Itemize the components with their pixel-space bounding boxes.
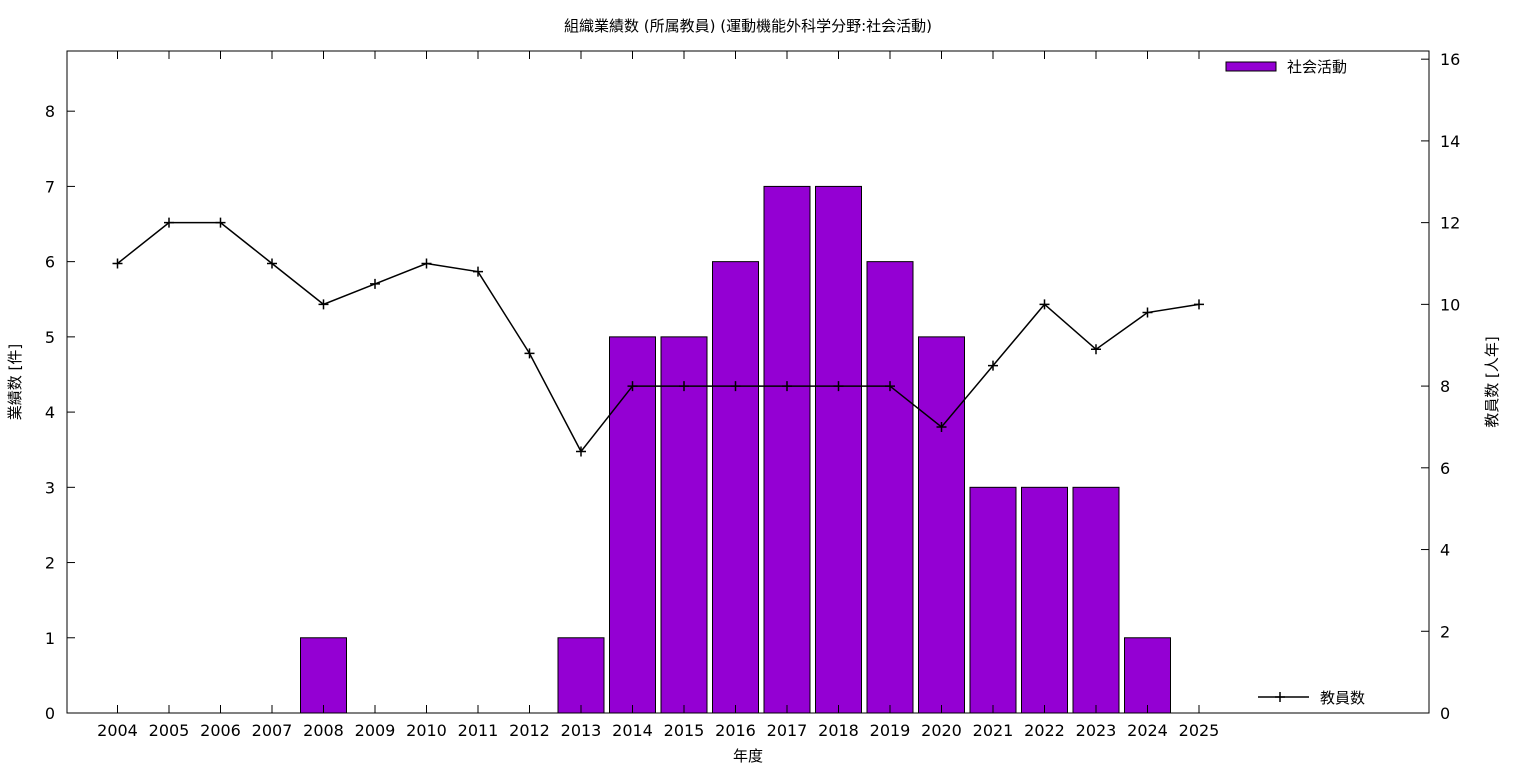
line-point-2006 [215,217,226,228]
bar-2024 [1124,637,1171,714]
x-tick-label-2007: 2007 [252,721,293,740]
line-point-2021 [988,360,998,371]
legend-bar-swatch [1225,61,1277,72]
y-axis-right: 0 2 4 6 8 10 12 14 16 [1421,50,1460,723]
bar-2019 [866,261,914,714]
y2-tick-label-10: 10 [1440,295,1460,314]
x-tick-label-2021: 2021 [973,721,1014,740]
bar-2015 [660,336,708,714]
y-axis-left: 0 1 2 3 4 5 6 7 8 [45,102,75,723]
y-tick-label-3: 3 [45,478,55,497]
line-point-2014 [627,381,638,392]
plot-frame [66,50,1430,714]
line-point-2016 [730,381,741,392]
x-tick-label-2005: 2005 [149,721,190,740]
bar-2013 [557,637,605,714]
y2-tick-label-14: 14 [1440,132,1460,151]
y2-tick-label-12: 12 [1440,214,1460,233]
line-point-2018 [833,381,844,392]
line-point-2007 [267,258,277,269]
line-point-2008 [318,299,329,310]
line-point-2025 [1194,299,1204,310]
line-point-2011 [473,266,483,277]
bar-2016 [712,261,759,714]
line-point-2005 [164,217,174,228]
bar-2022 [1021,486,1068,714]
y-tick-label-0: 0 [45,704,55,723]
bar-2021 [969,486,1017,714]
x-tick-label-2022: 2022 [1024,721,1065,740]
line-point-2010 [421,258,432,269]
x-tick-label-2019: 2019 [870,721,911,740]
line-point-2019 [885,381,895,392]
x-tick-label-2009: 2009 [355,721,396,740]
y2-tick-label-6: 6 [1440,459,1450,478]
line-point-2013 [576,446,586,457]
legend-bar: 社会活動 [1225,58,1347,76]
x-tick-label-2023: 2023 [1076,721,1117,740]
x-tick-label-2018: 2018 [818,721,859,740]
x-tick-label-2010: 2010 [406,721,447,740]
line-point-2015 [679,381,689,392]
x-axis-title: 年度 [733,747,763,765]
x-tick-label-2014: 2014 [612,721,653,740]
x-tick-label-2020: 2020 [921,721,962,740]
y-tick-label-2: 2 [45,554,55,573]
y2-tick-label-8: 8 [1440,377,1450,396]
x-tick-label-2025: 2025 [1179,721,1220,740]
bar-2020 [918,336,965,714]
x-tick-label-2016: 2016 [715,721,756,740]
y2-axis-title: 教員数 [人年] [1483,336,1501,427]
legend-bar-label: 社会活動 [1287,58,1347,76]
chart-title: 組織業績数 (所属教員) (運動機能外科学分野:社会活動) [564,17,932,35]
y2-tick-label-4: 4 [1440,541,1450,560]
y-axis-title: 業績数 [件] [6,344,24,420]
line-point-2017 [782,381,792,392]
bar-2017 [763,185,811,714]
x-tick-label-2008: 2008 [303,721,344,740]
y-tick-label-1: 1 [45,629,55,648]
line-point-2022 [1039,299,1050,310]
line-layer [112,217,1204,457]
legend-line-label: 教員数 [1320,689,1365,707]
y-tick-label-7: 7 [45,177,55,196]
series-line-faculty [117,221,1200,453]
y2-tick-label-2: 2 [1440,622,1450,641]
x-tick-label-2013: 2013 [561,721,602,740]
y-tick-label-4: 4 [45,403,55,422]
x-tick-label-2004: 2004 [97,721,138,740]
y2-tick-label-0: 0 [1440,704,1450,723]
line-point-2024 [1142,307,1153,318]
x-axis: 2004 2005 2006 2007 2008 2009 2010 2011 2012 2013… [97,51,1219,740]
legend-line: 教員数 [1258,689,1365,707]
x-tick-label-2012: 2012 [509,721,550,740]
bar-2023 [1072,486,1120,714]
y2-tick-label-16: 16 [1440,50,1460,69]
line-point-2020 [936,421,947,432]
bar-2014 [609,336,656,714]
legend-line-marker [1275,692,1285,702]
x-tick-label-2006: 2006 [200,721,241,740]
x-tick-label-2024: 2024 [1127,721,1168,740]
x-tick-label-2015: 2015 [664,721,705,740]
line-point-2023 [1091,344,1101,355]
bar-2008 [300,637,347,714]
x-tick-label-2011: 2011 [458,721,499,740]
line-point-2004 [112,258,123,269]
y-tick-label-8: 8 [45,102,55,121]
y-tick-label-6: 6 [45,253,55,272]
bar-2018 [815,185,862,714]
x-tick-label-2017: 2017 [767,721,808,740]
line-point-2009 [370,278,380,289]
y-tick-label-5: 5 [45,328,55,347]
line-point-2012 [524,348,535,359]
bars-layer [300,185,1171,714]
